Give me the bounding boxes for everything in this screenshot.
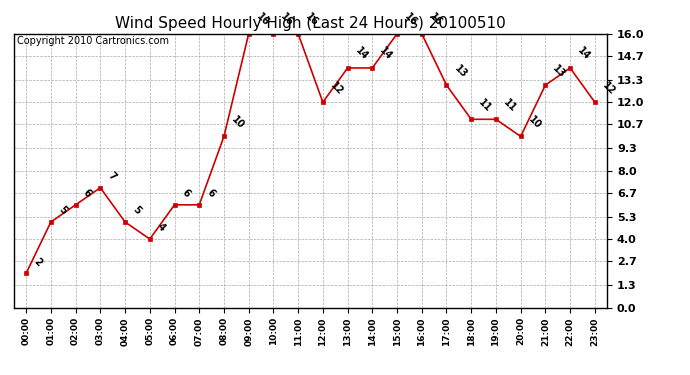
Text: 14: 14	[378, 46, 395, 62]
Text: 13: 13	[452, 63, 469, 80]
Text: 10: 10	[230, 114, 246, 131]
Text: 6: 6	[205, 188, 217, 199]
Text: 10: 10	[526, 114, 543, 131]
Text: 12: 12	[600, 80, 617, 97]
Text: 7: 7	[106, 170, 118, 182]
Text: 4: 4	[155, 222, 167, 234]
Text: 14: 14	[353, 46, 370, 62]
Text: 16: 16	[402, 12, 420, 28]
Text: 12: 12	[328, 80, 345, 97]
Text: 11: 11	[477, 97, 493, 114]
Title: Wind Speed Hourly High (Last 24 Hours) 20100510: Wind Speed Hourly High (Last 24 Hours) 2…	[115, 16, 506, 31]
Text: 5: 5	[57, 204, 68, 216]
Text: 16: 16	[279, 12, 295, 28]
Text: 6: 6	[81, 188, 93, 199]
Text: 2: 2	[32, 256, 43, 268]
Text: Copyright 2010 Cartronics.com: Copyright 2010 Cartronics.com	[17, 36, 169, 46]
Text: 16: 16	[427, 12, 444, 28]
Text: 13: 13	[551, 63, 568, 80]
Text: 16: 16	[304, 12, 320, 28]
Text: 14: 14	[575, 46, 592, 62]
Text: 6: 6	[180, 188, 192, 199]
Text: 5: 5	[130, 204, 142, 216]
Text: 16: 16	[254, 12, 271, 28]
Text: 11: 11	[502, 97, 518, 114]
